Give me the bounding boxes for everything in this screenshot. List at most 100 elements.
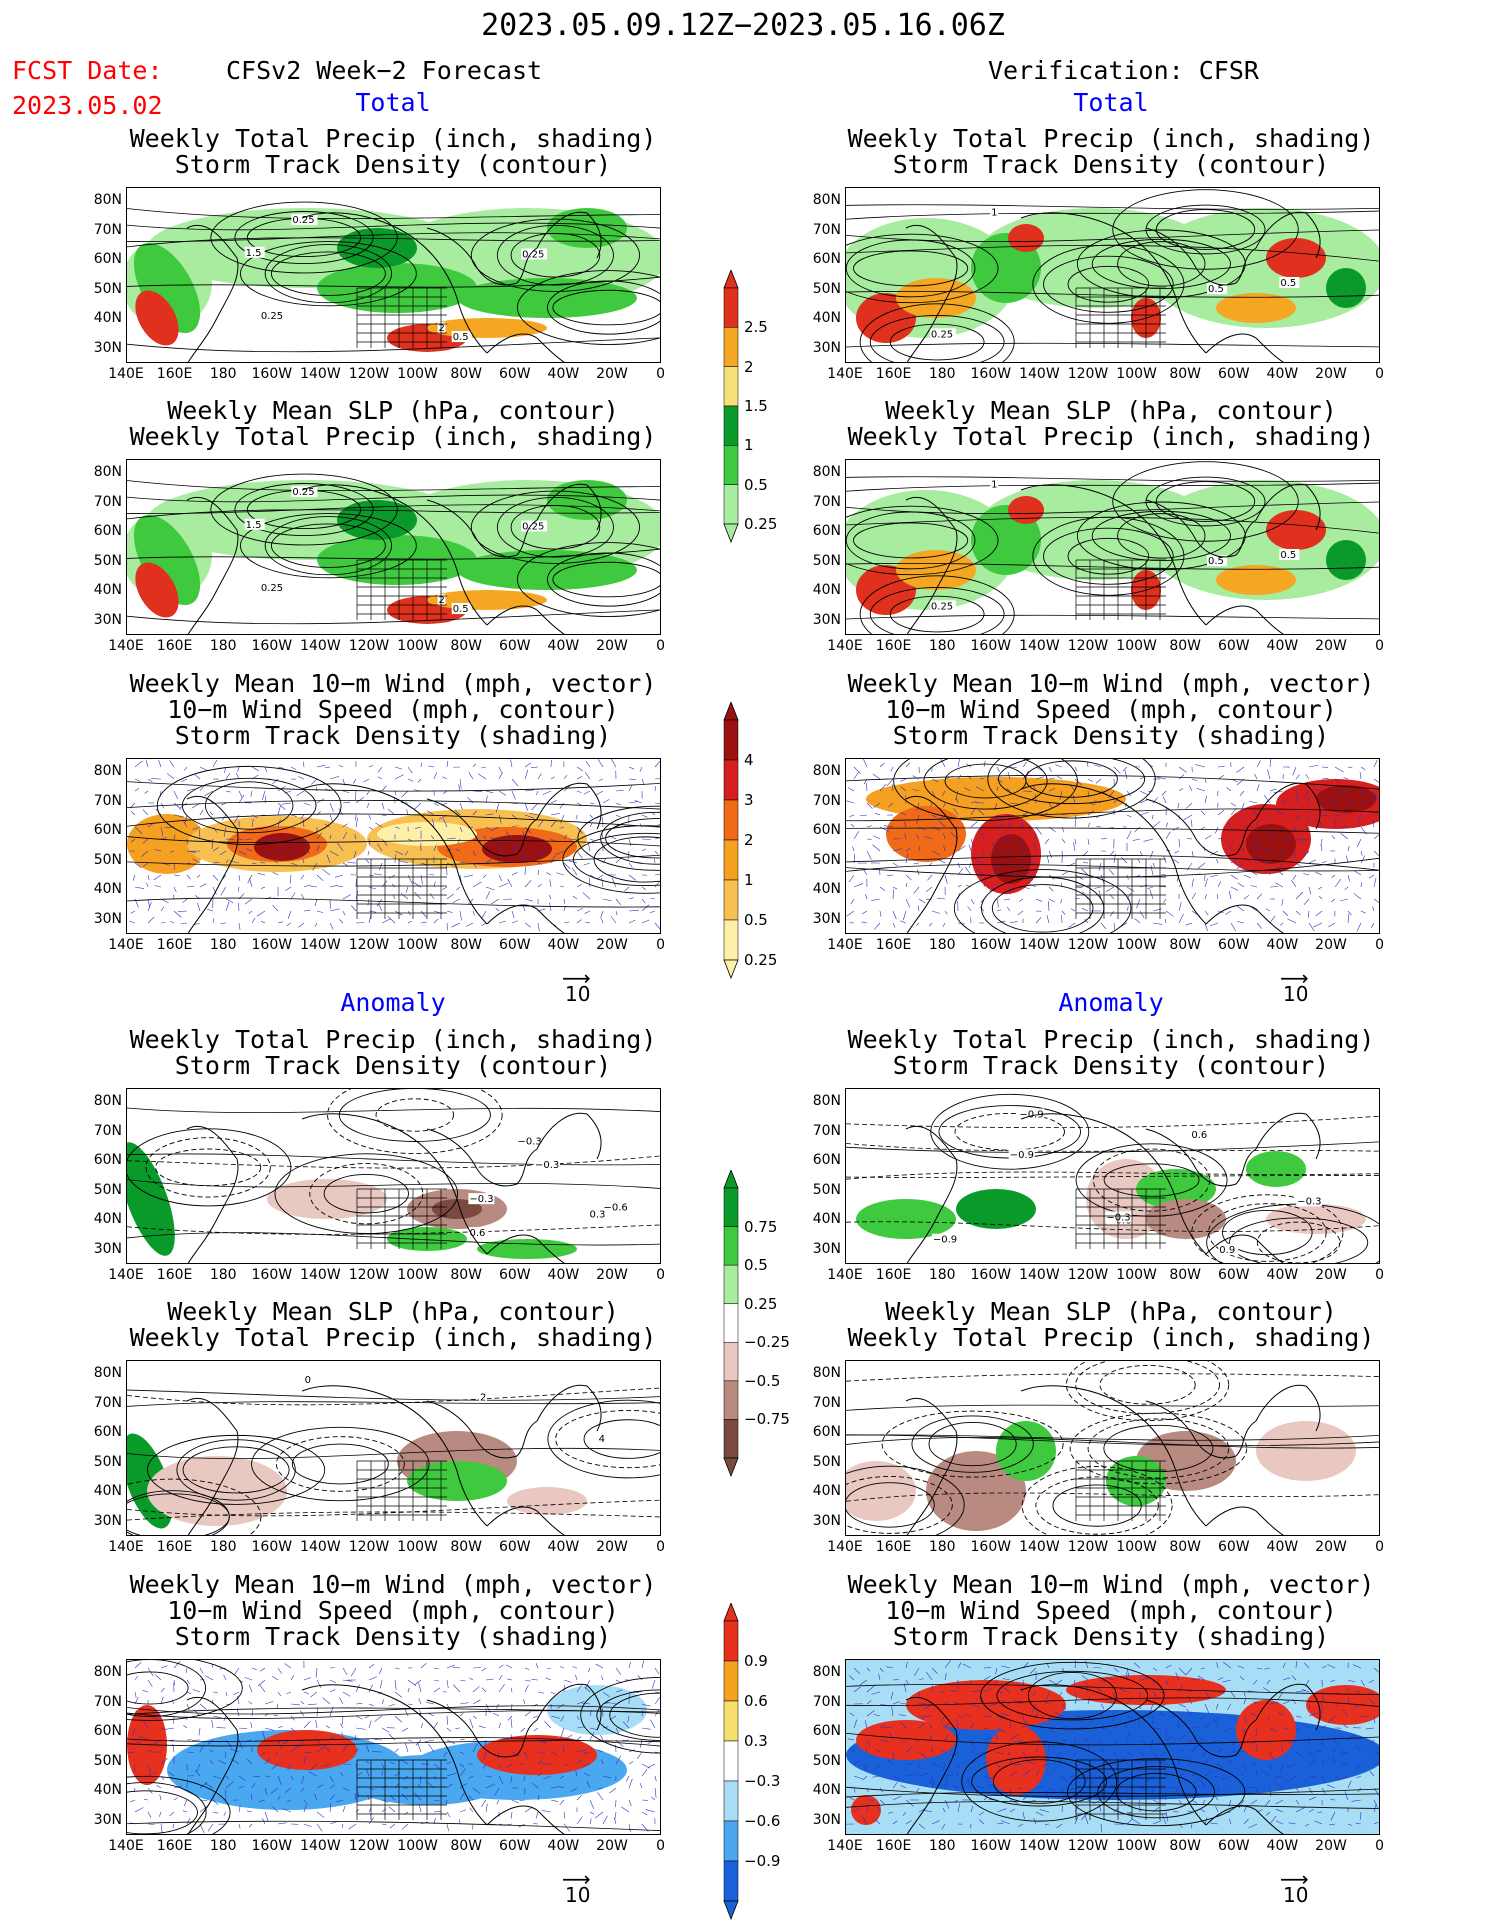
panel-title-l1: Weekly Total Precip (inch, shading) Storm…: [129, 124, 657, 179]
lon-label: 160W: [251, 638, 293, 654]
colorbar-label: 2.5: [744, 318, 768, 337]
lon-label: 140W: [1019, 638, 1060, 654]
lon-label: 160E: [875, 638, 912, 654]
lon-label: 120W: [1067, 1838, 1109, 1854]
lon-label: 20W: [1315, 1539, 1347, 1555]
map-verif-slp-precip: 0.5 0.5 0.25 1: [845, 459, 1380, 635]
date-range-title: 2023.05.09.12Z−2023.05.16.06Z: [481, 8, 1005, 43]
map-field: 0.5 0.5 0.25 1: [846, 189, 1379, 362]
lon-label: 140W: [1019, 937, 1060, 953]
map-forecast-anom-slp-precip: 0 2 4: [126, 1360, 661, 1536]
lat-label: 70N: [812, 792, 841, 809]
lon-label: 140W: [1019, 1838, 1060, 1854]
lon-label: 160E: [156, 937, 193, 953]
lat-label: 70N: [93, 1122, 122, 1139]
lon-label: 0: [1375, 937, 1385, 953]
colorbar-label: −0.5: [744, 1371, 781, 1390]
lon-label: 60W: [498, 1539, 531, 1555]
lon-label: 100W: [397, 1539, 438, 1555]
lon-label: 140E: [827, 366, 863, 382]
lon-label: 60W: [498, 1838, 531, 1854]
lon-label: 0: [656, 638, 666, 654]
lat-label: 40N: [93, 881, 122, 897]
map-field: 0.5 0.25 0.25 1.5 0.25 2: [127, 201, 660, 362]
lon-label: 180: [928, 1838, 956, 1854]
lon-label: 120W: [1067, 1539, 1109, 1555]
panel-title-l3: Weekly Mean 10−m Wind (mph, vector) 10−m …: [129, 669, 657, 750]
lat-label: 40N: [93, 1211, 122, 1227]
lon-label: 40W: [1266, 638, 1299, 654]
contour-label: 0.25: [522, 521, 544, 532]
lon-label: 100W: [397, 638, 438, 654]
lat-label: 30N: [812, 1512, 841, 1529]
map-field: 0.5 0.5 0.25 1: [846, 461, 1379, 634]
lon-label: 80W: [450, 1838, 483, 1854]
lon-label: 40W: [547, 1267, 580, 1283]
vector-ref-r1: ⟶: [1280, 966, 1309, 990]
lon-label: 40W: [1266, 937, 1299, 953]
lat-label: 60N: [93, 1152, 122, 1168]
lon-label: 60W: [498, 638, 531, 654]
contour-label: 0.5: [453, 604, 469, 615]
lat-label: 30N: [93, 611, 122, 628]
contour-label: −0.6: [604, 1202, 628, 1213]
colorbar-label: −0.9: [744, 1852, 781, 1870]
lat-label: 60N: [812, 1152, 841, 1168]
contour-label: 0.25: [261, 311, 283, 322]
lon-label: 0: [1375, 366, 1385, 382]
lon-label: 20W: [1315, 1838, 1347, 1854]
lat-label: 30N: [812, 339, 841, 356]
lon-label: 140E: [827, 1539, 863, 1555]
contour-label: 0.5: [1280, 278, 1296, 289]
lat-label: 30N: [812, 1811, 841, 1828]
lon-label: 0: [656, 1539, 666, 1555]
lon-label: 20W: [1315, 366, 1347, 382]
lon-label: 100W: [1116, 638, 1157, 654]
lon-label: 120W: [1067, 366, 1109, 382]
fcst-date-value: 2023.05.02: [12, 91, 163, 120]
lat-label: 30N: [93, 1240, 122, 1257]
lon-label: 40W: [547, 1539, 580, 1555]
lat-label: 40N: [812, 1782, 841, 1798]
lat-label: 30N: [93, 1811, 122, 1828]
colorbar-label: −0.75: [744, 1410, 790, 1429]
lon-label: 60W: [498, 1267, 531, 1283]
map-field: 0.5 0.25 0.25 1.5 0.25 2: [127, 473, 660, 634]
map-field: 0 2 4: [127, 1373, 660, 1535]
lon-label: 140E: [108, 366, 144, 382]
lon-label: 180: [209, 638, 237, 654]
lon-label: 0: [1375, 1838, 1385, 1854]
contour-label: 1.5: [246, 248, 262, 259]
lat-label: 50N: [812, 851, 841, 868]
lon-label: 100W: [397, 1267, 438, 1283]
lat-label: 70N: [93, 792, 122, 809]
lon-label: 180: [209, 937, 237, 953]
lat-label: 30N: [812, 611, 841, 628]
colorbar-label: −0.3: [744, 1772, 781, 1790]
lon-label: 140W: [300, 1838, 341, 1854]
lon-label: 160W: [970, 1838, 1012, 1854]
lat-label: 60N: [93, 251, 122, 267]
lat-label: 80N: [812, 1664, 841, 1680]
lon-label: 140E: [827, 638, 863, 654]
lat-label: 60N: [812, 251, 841, 267]
lon-label: 20W: [596, 366, 628, 382]
contour-label: 2: [439, 323, 445, 334]
lon-label: 140W: [300, 937, 341, 953]
fcst-date-label: FCST Date:: [12, 56, 163, 85]
lat-label: 50N: [93, 552, 122, 569]
lon-label: 140W: [1019, 1539, 1060, 1555]
lat-label: 40N: [812, 310, 841, 326]
map-field: [846, 1660, 1379, 1834]
lon-label: 140W: [300, 1267, 341, 1283]
lon-label: 0: [656, 1838, 666, 1854]
lat-label: 80N: [93, 1093, 122, 1109]
lon-label: 60W: [498, 937, 531, 953]
lon-label: 60W: [498, 366, 531, 382]
lon-label: 100W: [1116, 1838, 1157, 1854]
lon-label: 140E: [108, 1267, 144, 1283]
lon-label: 80W: [1169, 1267, 1202, 1283]
contour-label: 0.5: [453, 332, 469, 343]
lon-label: 80W: [450, 638, 483, 654]
left-column-title: CFSv2 Week−2 Forecast: [226, 56, 543, 85]
